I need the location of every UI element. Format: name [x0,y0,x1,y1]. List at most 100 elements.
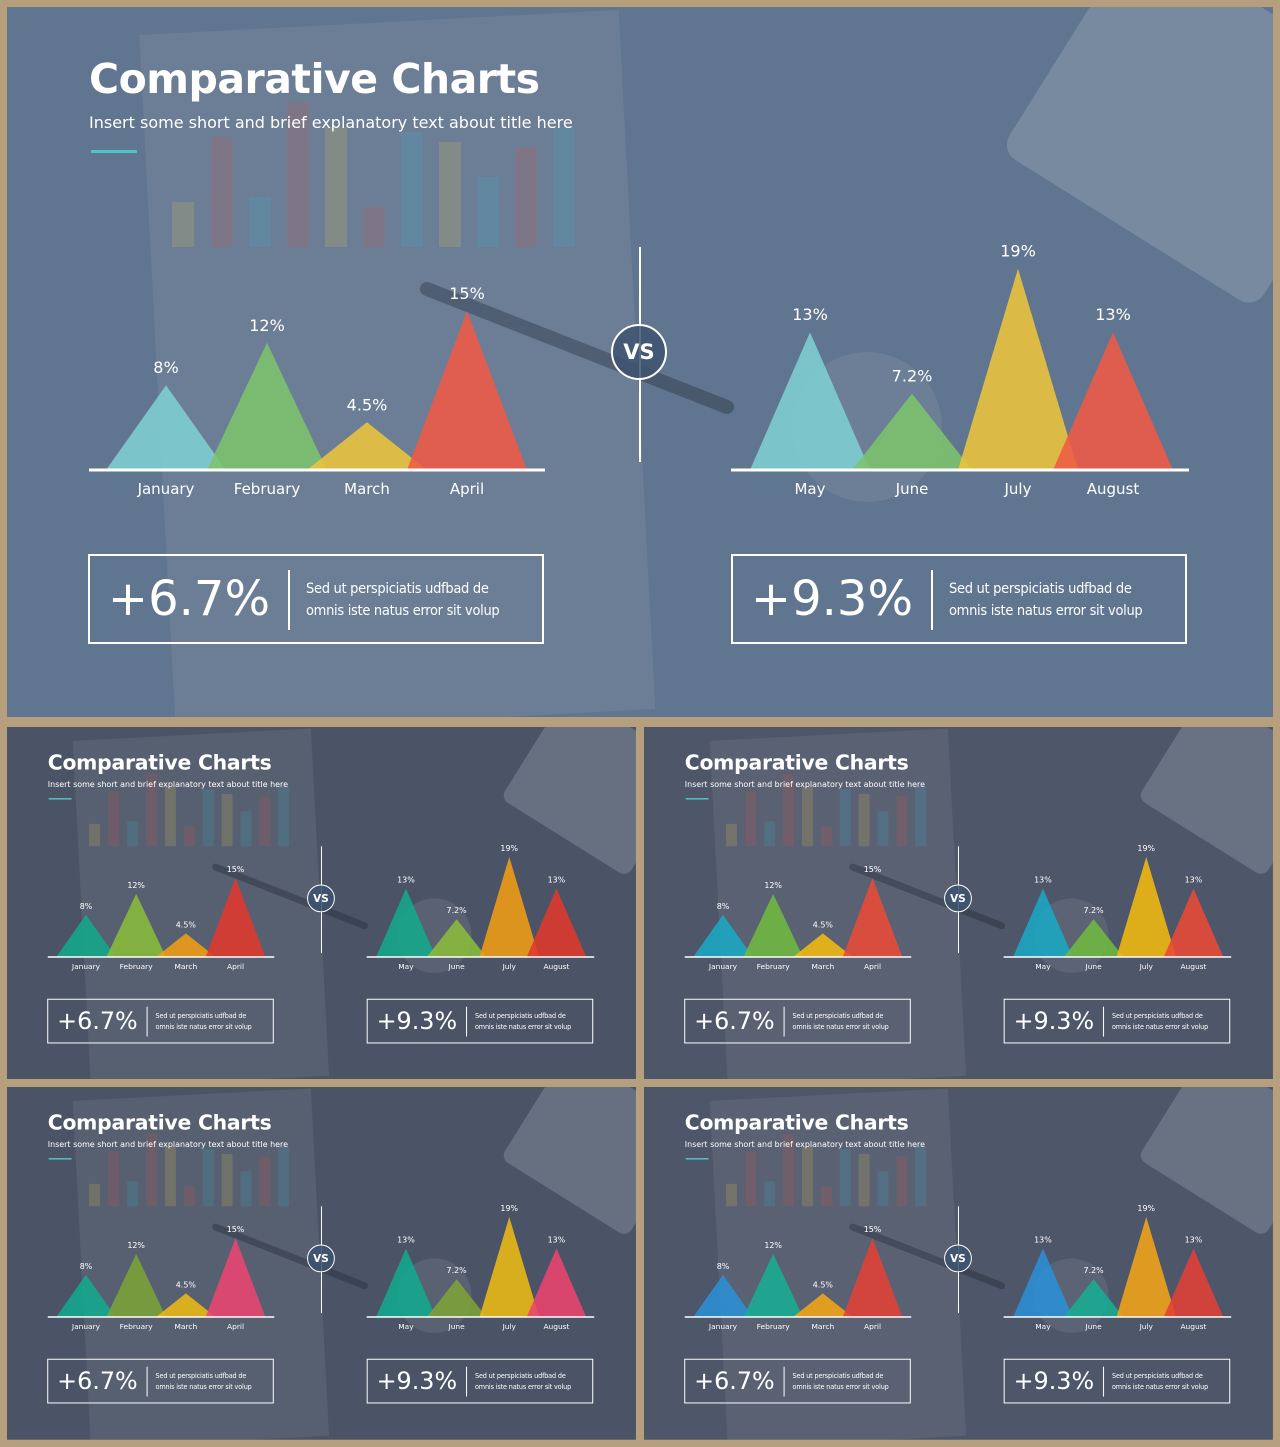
chart-2-peak-july [479,1216,540,1318]
chart-2-data-label: 19% [1137,1204,1155,1213]
right-stat-text: Sed ut perspiciatis udfbad de omnis iste… [1112,1011,1226,1033]
stat-text-line: Sed ut perspiciatis udfbad de [155,1012,247,1021]
left-stat-text: Sed ut perspiciatis udfbad de omnis iste… [793,1011,907,1033]
chart-2-data-label: 7.2% [447,1266,468,1275]
chart-2-peak-may [1013,888,1073,958]
chart-2-category-label: July [1139,1322,1154,1331]
left-stat-box: +6.7% Sed ut perspiciatis udfbad de omni… [684,1358,911,1404]
chart-2-category-label: July [1004,480,1032,498]
chart-2-category-label: August [1180,1322,1206,1331]
stat-divider [288,570,290,630]
right-stat-value: +9.3% [1013,1367,1095,1396]
chart-1-data-label: 15% [864,1225,882,1234]
chart-1-data-label: 15% [449,284,485,303]
stat-text-line: Sed ut perspiciatis udfbad de [155,1372,247,1381]
chart-2-peak-june [852,393,972,470]
chart-1-peak-april [407,311,527,470]
chart-2-data-label: 13% [1185,876,1203,885]
chart-1-peak-march [156,1293,216,1318]
right-stat-value: +9.3% [1013,1007,1095,1036]
chart-2-category-label: July [502,1322,517,1331]
chart-1-category-label: February [120,962,154,971]
chart-2-category-label: July [1139,962,1154,971]
slide-thumbnail-2[interactable]: Comparative Charts Insert some short and… [644,727,1273,1079]
chart-1-peak-january [693,1274,753,1318]
chart-2-peak-july [479,856,540,958]
left-stat-text: Sed ut perspiciatis udfbad de omnis iste… [306,578,536,622]
chart-1-data-label: 8% [717,902,730,911]
left-stat-text: Sed ut perspiciatis udfbad de omnis iste… [793,1371,907,1393]
chart-2-data-label: 13% [1034,876,1052,885]
chart-2-category-label: June [895,480,929,498]
right-stat-box: +9.3% Sed ut perspiciatis udfbad de omni… [1003,1358,1231,1404]
chart-1-category-label: April [227,1322,244,1331]
background-photo [72,1087,636,1440]
vs-badge: VS [307,884,335,913]
chart-2-data-label: 7.2% [1084,1266,1105,1275]
title-accent-line [91,150,137,153]
stat-text-line: omnis iste natus error sit volup [155,1383,252,1392]
slide-title: Comparative Charts [684,1110,909,1135]
chart-1-data-label: 8% [80,1262,93,1271]
slide-subtitle: Insert some short and brief explanatory … [89,113,573,132]
chart-1-category-label: April [864,1322,881,1331]
chart-1-category-label: March [344,480,390,498]
chart-2-category-label: May [1035,1322,1051,1331]
slide-thumbnail-4[interactable]: Comparative Charts Insert some short and… [644,1087,1273,1440]
chart-2-peak-august [1163,888,1224,958]
stat-text-line: Sed ut perspiciatis udfbad de [949,581,1132,597]
title-accent-line [685,798,709,800]
chart-1-data-label: 8% [80,902,93,911]
slide-subtitle: Insert some short and brief explanatory … [47,779,289,790]
chart-1-category-label: March [812,962,835,971]
chart-1-data-label: 8% [153,358,178,377]
chart-2-peak-june [1063,919,1124,958]
chart-2-peak-june [426,919,487,958]
chart-1-category-label: January [71,962,101,971]
chart-1-peak-january [56,1274,116,1318]
chart-2-data-label: 13% [1185,1236,1203,1245]
stat-text-line: Sed ut perspiciatis udfbad de [474,1012,566,1021]
chart-2-category-label: June [448,1322,466,1331]
stat-text-line: omnis iste natus error sit volup [474,1023,572,1032]
chart-2-data-label: 13% [548,1236,566,1245]
vs-badge: VS [611,324,667,380]
right-stat-text: Sed ut perspiciatis udfbad de omnis iste… [949,578,1179,622]
chart-1-category-label: March [812,1322,835,1331]
left-stat-text: Sed ut perspiciatis udfbad de omnis iste… [156,1011,270,1033]
chart-1-category-label: April [450,480,484,498]
stat-divider [1103,1366,1105,1397]
chart-2-peak-may [376,1248,436,1318]
chart-1-data-label: 4.5% [347,395,388,414]
stat-text-line: Sed ut perspiciatis udfbad de [474,1372,566,1381]
chart-1-category-label: April [864,962,881,971]
chart-2-peak-july [958,268,1078,470]
chart-1-category-label: February [757,962,791,971]
chart-2-data-label: 19% [500,844,518,853]
chart-2-data-label: 7.2% [447,906,468,915]
stat-text-line: Sed ut perspiciatis udfbad de [792,1012,884,1021]
slide-title: Comparative Charts [89,55,540,103]
stat-text-line: omnis iste natus error sit volup [1111,1383,1209,1392]
chart-2-peak-june [426,1279,487,1318]
slide-thumbnail-1[interactable]: Comparative Charts Insert some short and… [7,727,636,1079]
title-accent-line [48,1158,72,1160]
stat-text-line: omnis iste natus error sit volup [1111,1023,1209,1032]
chart-2-category-label: August [543,1322,569,1331]
chart-1-peak-april [842,878,903,958]
chart-1-data-label: 12% [249,316,285,335]
slide-thumbnail-3[interactable]: Comparative Charts Insert some short and… [7,1087,636,1440]
chart-1-data-label: 15% [864,865,882,874]
title-accent-line [685,1158,709,1160]
chart-2-data-label: 13% [792,305,828,324]
comparative-chart: 8% January 12% February 4.5% March 15% April 13%… [89,242,1189,498]
chart-2-category-label: July [502,962,517,971]
right-stat-text: Sed ut perspiciatis udfbad de omnis iste… [1112,1371,1226,1393]
stat-divider [146,1006,148,1037]
chart-1-peak-april [205,878,266,958]
chart-1-data-label: 15% [227,1225,245,1234]
stat-divider [783,1006,785,1037]
chart-1-peak-april [205,1238,266,1318]
stat-divider [783,1366,785,1397]
chart-1-peak-march [793,933,853,958]
